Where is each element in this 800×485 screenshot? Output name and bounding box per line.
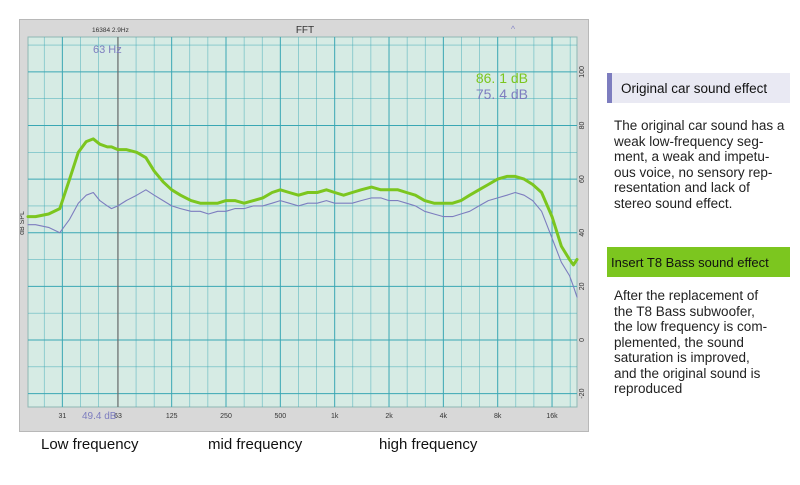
t8-level-readout: 86. 1 dB [476, 70, 528, 86]
fft-chart: FFT^16384 2.9HzInternal Mic 1低范围48k 16 b… [20, 24, 586, 422]
x-tick-label: 2k [385, 413, 393, 420]
y-tick-label: 100 [579, 66, 586, 78]
y-tick-label: 0 [579, 338, 586, 342]
x-tick-label: 4k [440, 413, 448, 420]
t8-bass-curve [26, 137, 579, 267]
y-tick-label: 60 [579, 175, 586, 183]
y-axis-label: dB SPL [20, 211, 26, 235]
x-tick-label: 500 [274, 413, 286, 420]
y-tick-label: 20 [579, 282, 586, 290]
x-tick-label: 16k [546, 413, 558, 420]
x-tick-label: 63 [114, 413, 122, 420]
collapse-arrow-icon: ^ [511, 24, 516, 34]
x-tick-label: 8k [494, 413, 502, 420]
t8-bass-header: Insert T8 Bass sound effect [607, 247, 790, 277]
cursor-frequency-readout: 63 Hz [93, 44, 122, 56]
high-frequency-label: high frequency [379, 436, 478, 453]
fft-analyzer-window: FFT^16384 2.9HzInternal Mic 1低范围48k 16 b… [19, 19, 589, 432]
original-sound-header: Original car sound effect [607, 73, 790, 103]
y-tick-label: -20 [579, 388, 586, 398]
y-tick-label: 40 [579, 229, 586, 237]
original-sound-description: The original car sound has a weak low-fr… [614, 118, 785, 211]
original-level-readout: 75. 4 dB [476, 86, 528, 102]
low-frequency-label: Low frequency [41, 436, 139, 453]
x-tick-label: 31 [58, 413, 66, 420]
y-tick-label: 80 [579, 121, 586, 129]
fft-info: 16384 2.9Hz [92, 27, 129, 34]
x-tick-label: 1k [331, 413, 339, 420]
mid-frequency-label: mid frequency [208, 436, 303, 453]
x-tick-label: 250 [220, 413, 232, 420]
t8-bass-description: After the replacement of the T8 Bass sub… [614, 288, 768, 396]
window-title: FFT [296, 25, 314, 36]
x-tick-label: 125 [166, 413, 178, 420]
bottom-level-readout: 49.4 dB [82, 411, 117, 422]
original-curve [27, 189, 578, 298]
